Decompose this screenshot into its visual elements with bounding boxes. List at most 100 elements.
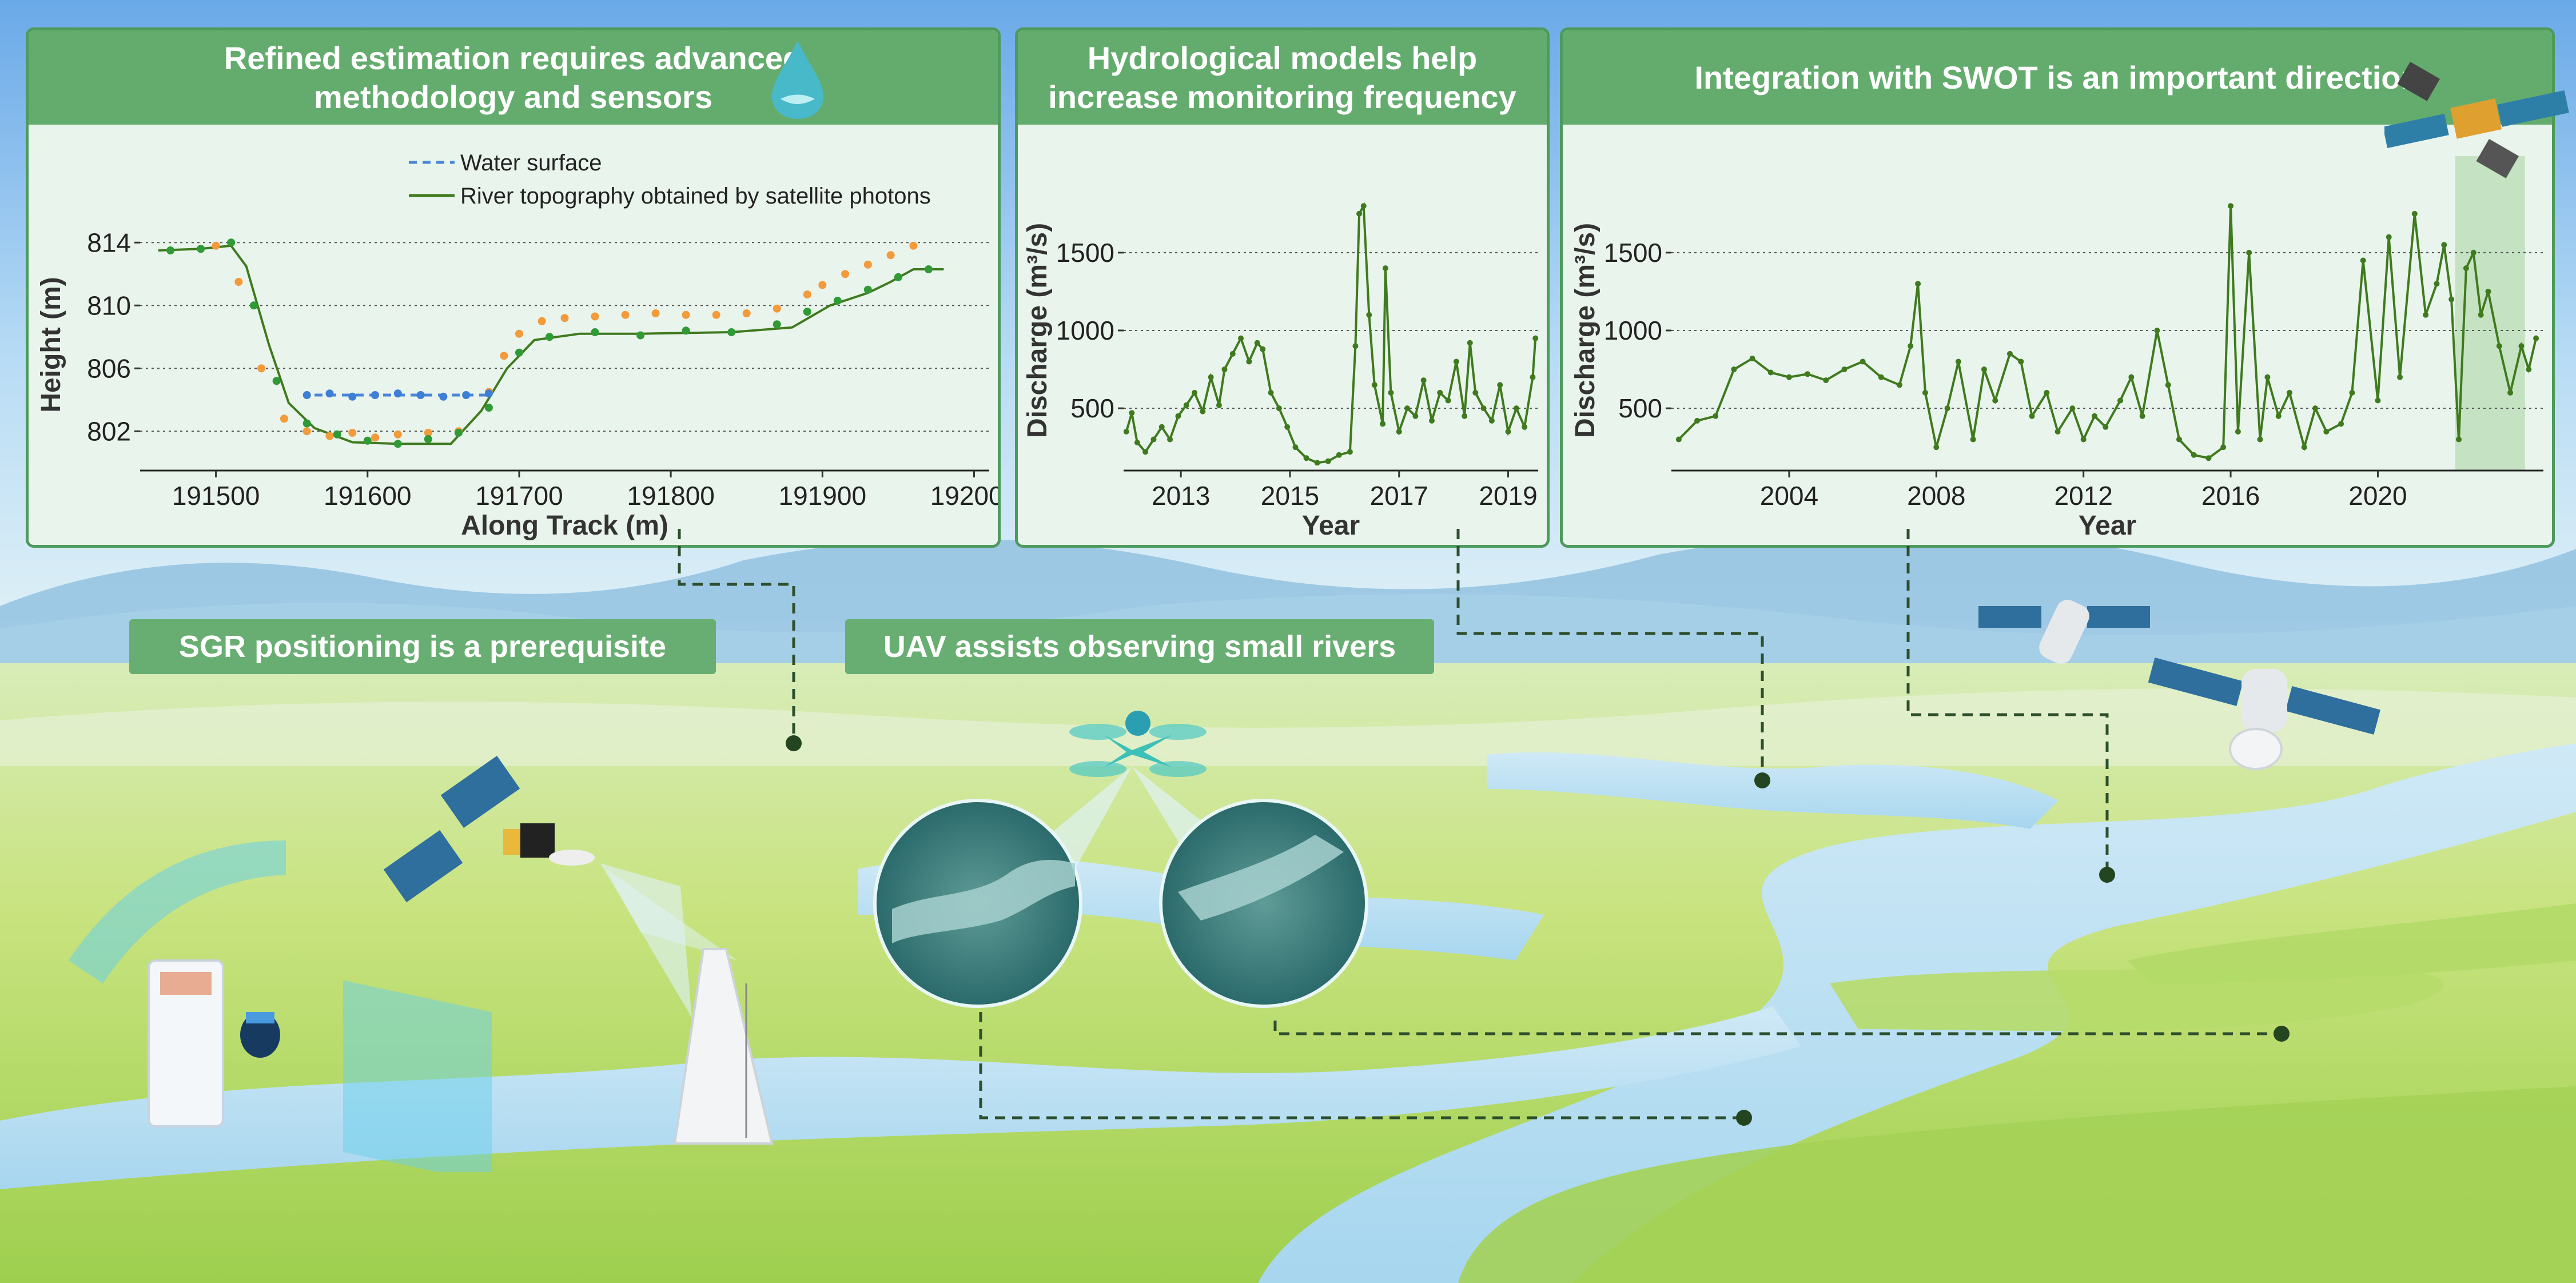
data-point	[166, 246, 175, 254]
data-point	[591, 312, 599, 321]
data-point	[2235, 428, 2241, 435]
data-point	[1216, 402, 1222, 408]
data-point	[894, 273, 902, 281]
satellite-icon	[383, 755, 738, 1018]
x-axis-label: Year	[1302, 511, 1360, 541]
legend-label-topography: River topography obtained by satellite p…	[460, 184, 931, 209]
data-point	[682, 326, 690, 335]
data-point	[1325, 458, 1331, 464]
data-point	[2220, 444, 2227, 451]
data-point	[1992, 397, 1998, 404]
data-point	[1150, 436, 1157, 443]
drone-icon	[1069, 711, 1207, 777]
data-point	[682, 310, 690, 319]
data-point	[2246, 249, 2252, 256]
uav-scene	[873, 711, 1368, 1008]
y-axis-label: Height (m)	[36, 277, 66, 412]
data-point	[2006, 350, 2013, 357]
data-point	[439, 392, 448, 401]
data-point	[1396, 428, 1402, 435]
panel-refined-estimation: Refined estimation requires advanced met…	[26, 27, 1001, 548]
data-point	[2018, 358, 2024, 365]
data-point	[2423, 312, 2429, 318]
sgr-positioning-label: SGR positioning is a prerequisite	[129, 619, 716, 674]
y-tick-label: 1000	[1604, 316, 1662, 345]
data-point	[2165, 382, 2171, 388]
data-point	[280, 415, 288, 423]
water-drop-icon	[772, 41, 823, 119]
data-point	[1453, 358, 1459, 365]
data-point	[1860, 358, 1866, 365]
data-point	[2441, 242, 2447, 248]
data-point	[1382, 265, 1388, 272]
data-point	[515, 348, 523, 357]
data-point	[515, 329, 523, 338]
data-point	[833, 297, 842, 305]
discharge-chart-2001-2024: 500 1000 1500 2004 2008 2012 2016 2020 Year Disch…	[1570, 156, 2543, 541]
data-point	[2323, 428, 2330, 435]
data-point	[2533, 335, 2539, 341]
data-point	[348, 429, 357, 437]
data-point	[1388, 389, 1394, 396]
data-point	[325, 389, 334, 398]
data-point	[1167, 436, 1173, 443]
panel-title: Hydrological models help increase monito…	[1018, 30, 1547, 125]
legend-label-water: Water surface	[460, 150, 602, 176]
data-point	[1238, 335, 1244, 341]
data-point	[1437, 389, 1443, 396]
data-point	[272, 377, 281, 385]
data-point	[1488, 417, 1495, 424]
data-point	[2154, 328, 2160, 333]
data-point	[2360, 257, 2366, 264]
data-point	[2485, 288, 2491, 294]
data-point	[1530, 374, 1536, 380]
data-point	[1841, 366, 1848, 373]
data-point	[1246, 358, 1252, 365]
x-tick-label: 191600	[324, 481, 412, 511]
data-point	[2091, 413, 2097, 419]
data-point	[773, 320, 781, 329]
data-point	[333, 430, 341, 439]
panel-title-line-2: methodology and sensors	[314, 78, 712, 115]
x-tick-label: 2013	[1152, 481, 1210, 511]
panel-title-line-1: Hydrological models help	[1087, 39, 1478, 76]
data-point	[2257, 436, 2263, 443]
data-point	[2448, 296, 2455, 302]
data-point	[2375, 397, 2381, 404]
y-axis-label: Discharge (m³/s)	[1022, 223, 1053, 438]
data-point	[393, 440, 402, 448]
data-point	[2044, 389, 2050, 396]
data-point	[1428, 417, 1435, 424]
panel-title-line-2: increase monitoring frequency	[1048, 78, 1516, 115]
data-point	[1404, 405, 1411, 412]
data-point	[1352, 343, 1359, 349]
data-point	[1713, 413, 1719, 419]
data-point	[2518, 343, 2525, 349]
data-point	[2463, 265, 2469, 272]
y-tick-label: 814	[87, 228, 131, 257]
x-tick-label: 191900	[779, 481, 867, 511]
data-point	[2264, 374, 2271, 380]
data-point	[1292, 444, 1299, 451]
data-point	[863, 260, 872, 269]
data-point	[2456, 436, 2462, 443]
data-point	[591, 328, 599, 336]
data-point	[1360, 203, 1367, 209]
data-point	[371, 433, 380, 442]
data-point	[1497, 382, 1503, 388]
data-point	[1896, 382, 1902, 388]
y-tick-label: 1000	[1056, 316, 1114, 345]
data-point	[2526, 366, 2532, 373]
data-point	[1675, 436, 1682, 443]
data-point	[621, 310, 630, 319]
x-tick-label: 2016	[2201, 481, 2260, 511]
x-tick-label: 2017	[1370, 481, 1428, 511]
data-point	[424, 435, 432, 443]
data-point	[2349, 389, 2355, 396]
data-point	[2397, 374, 2403, 380]
data-point	[636, 331, 645, 340]
data-point	[2478, 312, 2484, 318]
data-point	[886, 251, 895, 260]
data-point	[1200, 408, 1206, 415]
robot-icon	[240, 1012, 280, 1058]
